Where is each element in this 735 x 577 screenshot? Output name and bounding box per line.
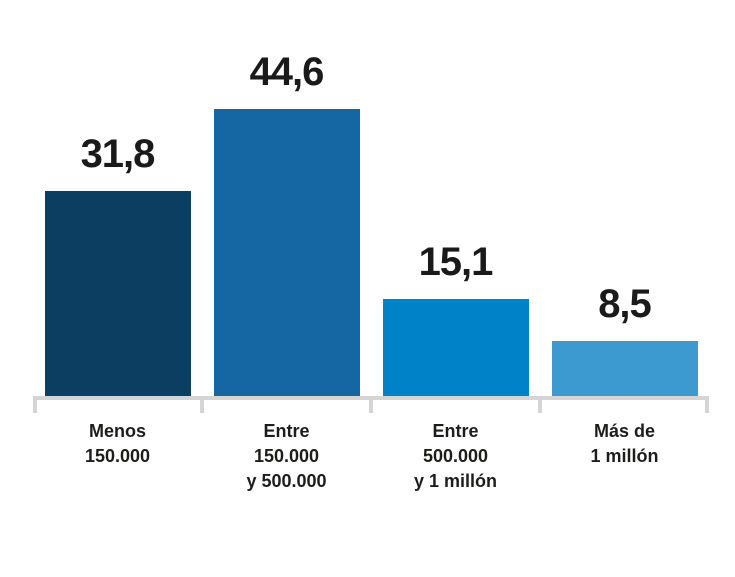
bars-row: 31,8 44,6 15,1 8,5 [33,0,709,396]
axis-tick [33,396,37,413]
plot-area: 31,8 44,6 15,1 8,5 Menos 150 [33,0,709,494]
value-label: 31,8 [80,132,156,176]
bar [382,299,529,396]
category-label: Entre 150.000 y 500.000 [246,421,327,491]
category-label: Menos 150.000 [84,421,151,466]
axis-tick [200,396,204,413]
bar-column-menos-150000: 31,8 [33,132,202,396]
value-label: 8,5 [598,282,652,326]
axis-tick [369,396,373,413]
bar-column-entre-150000-500000: 44,6 [202,50,371,396]
axis-tick [538,396,542,413]
bar-column-mas-de-1millon: 8,5 [540,282,709,396]
value-label: 15,1 [418,240,494,284]
axis-tick [705,396,709,413]
bar [44,191,191,396]
bar [551,341,698,396]
bar-column-entre-500000-1millon: 15,1 [371,240,540,396]
x-axis-line [33,396,709,413]
category-label: Más de 1 millón [590,421,659,466]
category-labels-row: Menos 150.000 Entre 150.000 y 500.000 En… [33,419,709,494]
value-label: 44,6 [249,50,325,94]
bar [213,109,360,396]
category-label: Entre 500.000 y 1 millón [413,421,498,491]
